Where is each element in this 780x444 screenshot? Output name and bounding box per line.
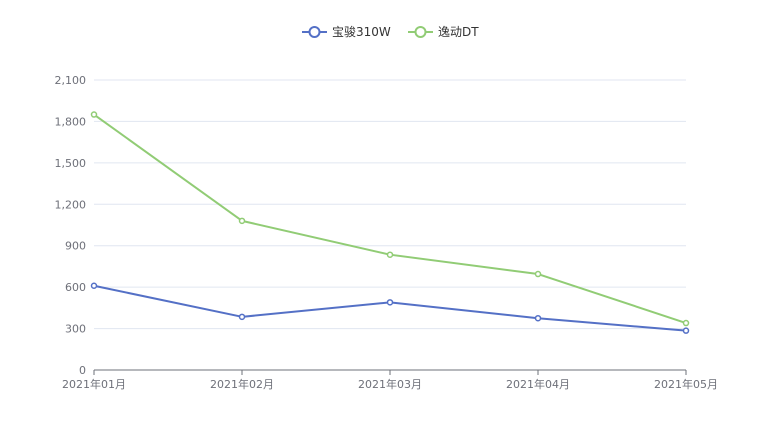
y-tick-label: 1,800 <box>55 115 87 128</box>
y-tick-label: 2,100 <box>55 74 87 87</box>
data-point[interactable] <box>238 217 246 225</box>
series-line[interactable] <box>93 284 687 332</box>
x-tick-label: 2021年05月 <box>654 377 718 391</box>
legend-marker-icon <box>414 26 427 38</box>
y-tick-label: 900 <box>65 240 86 253</box>
y-tick-label: 1,200 <box>55 198 87 211</box>
legend-label: 宝骏310W <box>332 25 391 39</box>
data-point[interactable] <box>534 270 542 278</box>
legend-label: 逸动DT <box>438 25 479 39</box>
grid-lines <box>94 79 686 330</box>
x-tick-label: 2021年03月 <box>358 377 422 391</box>
series-layer <box>90 111 690 334</box>
x-tick-label: 2021年04月 <box>506 377 570 391</box>
legend-marker-icon <box>308 26 321 38</box>
series-1 <box>90 282 690 334</box>
data-point[interactable] <box>386 251 394 258</box>
data-point[interactable] <box>238 313 246 321</box>
data-point[interactable] <box>682 327 690 334</box>
x-tick-label: 2021年02月 <box>210 377 274 391</box>
y-tick-label: 1,500 <box>55 157 87 170</box>
legend-item[interactable]: 逸动DT <box>408 25 479 39</box>
y-tick-label: 600 <box>65 281 86 294</box>
x-tick-label: 2021年01月 <box>62 377 126 391</box>
data-point[interactable] <box>90 111 98 118</box>
series-line[interactable] <box>93 113 687 324</box>
data-point[interactable] <box>682 319 690 327</box>
series-2 <box>90 111 690 327</box>
legend-item[interactable]: 宝骏310W <box>302 25 391 39</box>
data-point[interactable] <box>534 314 542 322</box>
x-axis: 2021年01月 2021年02月 2021年03月 2021年04月 2021年05月 <box>62 369 718 391</box>
legend[interactable]: 宝骏310W 逸动DT <box>302 25 479 39</box>
data-point[interactable] <box>386 299 394 306</box>
y-tick-label: 0 <box>79 364 86 377</box>
data-point[interactable] <box>90 282 98 290</box>
y-axis: 0 300 600 900 1,200 1,500 1,800 2,100 <box>55 74 87 377</box>
y-tick-label: 300 <box>65 323 86 336</box>
